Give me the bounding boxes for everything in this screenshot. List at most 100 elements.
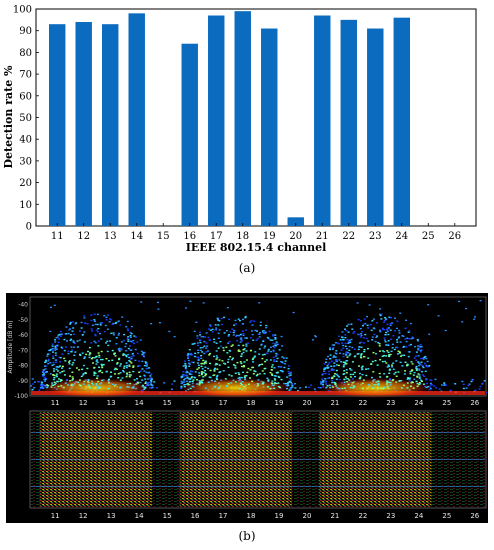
spectrum-dot (87, 379, 90, 382)
spectrum-dot (388, 368, 391, 370)
spectrum-dot (96, 384, 99, 387)
y-tick-label: 90 (19, 26, 32, 37)
spectrum-dot (202, 302, 205, 304)
spectrum-dot (106, 350, 109, 353)
spectrum-x-tick-label: 14 (135, 512, 144, 520)
spectrum-dot (323, 368, 326, 370)
noise-dot (478, 388, 481, 390)
spectrum-dot (196, 383, 199, 385)
spectrum-dot (197, 352, 200, 354)
spectrum-dot (96, 323, 99, 326)
spectrum-dot (428, 333, 431, 335)
spectrum-dot (343, 387, 346, 389)
spectrum-dot (61, 353, 64, 355)
spectrum-dot (203, 363, 206, 365)
spectrum-dot (126, 374, 129, 376)
spectrum-dot (68, 375, 71, 377)
spectrum-dot (363, 355, 366, 358)
spectrum-dot (361, 331, 364, 333)
spectrum-dot (285, 382, 288, 385)
spectrum-dot (119, 372, 122, 374)
spectrum-dot (373, 384, 376, 386)
spectrum-dot (392, 368, 395, 371)
spectrum-dot (133, 342, 136, 345)
spectrum-dot (342, 338, 345, 341)
spectrum-dot (105, 358, 108, 360)
y-tick-label: 30 (19, 156, 32, 167)
spectrum-dot (406, 378, 409, 380)
spectrum-dot (115, 337, 118, 339)
spectrum-dot (348, 345, 351, 348)
spectrum-x-tick-label: 25 (442, 512, 451, 520)
spectrum-dot (93, 374, 96, 376)
spectrum-dot (243, 377, 246, 379)
spectrum-dot (383, 337, 386, 339)
spectrum-dot (347, 383, 350, 386)
y-tick-label: 40 (19, 135, 32, 146)
spectrum-dot (91, 362, 94, 364)
spectrum-dot (227, 358, 230, 361)
spectrum-dot (376, 322, 379, 324)
spectrum-dot (349, 376, 352, 378)
spectrum-dot (408, 330, 411, 332)
spectrum-dot (96, 387, 99, 390)
spectrum-dot (61, 370, 64, 373)
spectrum-dot (420, 380, 423, 383)
spectrum-dot (69, 322, 72, 324)
spectrum-dot (145, 363, 148, 365)
spectrum-dot (397, 350, 400, 352)
spectrum-x-tick-label: 21 (330, 399, 339, 407)
spectrum-dot (245, 343, 248, 345)
spectrum-dot (74, 342, 77, 344)
spectrum-dot (132, 339, 135, 342)
spectrum-dot (239, 338, 242, 340)
spectrum-dot (190, 377, 193, 379)
noise-dot (153, 381, 156, 383)
spectrum-dot (214, 324, 217, 326)
spectrum-x-tick-label: 25 (442, 399, 451, 407)
spectrum-x-tick-label: 13 (107, 512, 116, 520)
spectrum-dot (379, 359, 382, 361)
spectrum-dot (49, 362, 52, 364)
spectrum-dot (252, 361, 255, 363)
spectrum-dot (408, 377, 411, 379)
spectrum-dot (255, 330, 258, 332)
spectrum-dot (352, 373, 355, 376)
spectrum-dot (138, 364, 141, 367)
noise-dot (33, 381, 36, 383)
spectrum-dot (292, 311, 295, 314)
spectrum-dot (370, 376, 373, 379)
spectrum-dot (283, 366, 286, 369)
spectrum-dot (332, 355, 335, 357)
spectrum-dot (272, 360, 275, 363)
spectrum-dot (357, 365, 360, 367)
spectrum-x-tick-label: 20 (302, 399, 311, 407)
spectrum-x-tick-label: 14 (135, 399, 144, 407)
spectrum-dot (187, 359, 190, 362)
spectrum-dot (62, 370, 65, 372)
spectrum-dot (352, 387, 355, 389)
spectrum-x-tick-label: 18 (247, 512, 256, 520)
spectrum-dot (118, 349, 121, 351)
spectrum-dot (105, 371, 108, 373)
spectrum-dot (268, 330, 271, 333)
spectrum-dot (242, 332, 245, 335)
spectrum-dot (196, 337, 199, 339)
spectrum-dot (249, 369, 252, 371)
spectrum-dot (122, 339, 125, 342)
spectrum-dot (241, 381, 244, 383)
spectrum-dot (54, 352, 57, 354)
spectrum-dot (217, 318, 220, 320)
spectrum-dot (415, 355, 418, 357)
spectrum-dot (208, 362, 211, 365)
spectrum-dot (363, 350, 366, 353)
spectrum-dot (69, 380, 72, 382)
spectrum-dot (397, 371, 400, 373)
spectrum-dot (344, 345, 347, 348)
spectrum-dot (110, 371, 113, 373)
spectrum-dot (106, 314, 109, 316)
x-tick-label: 20 (289, 231, 302, 242)
spectrum-dot (329, 347, 332, 349)
spectrum-dot (95, 363, 98, 365)
noise-dot (465, 387, 468, 389)
